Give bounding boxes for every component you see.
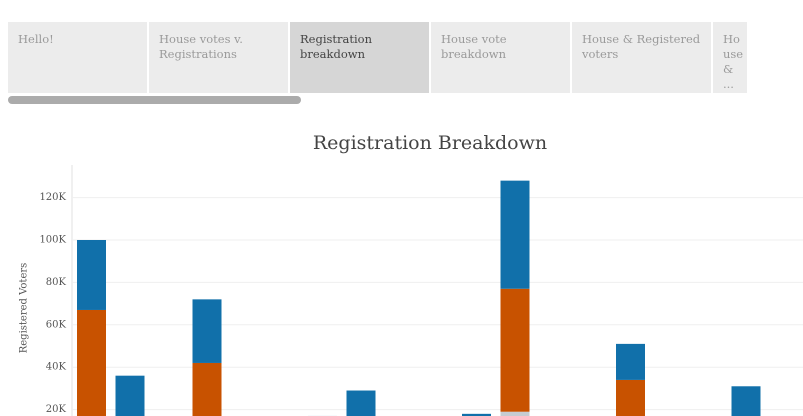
bar-segment bbox=[500, 180, 530, 289]
bar-segment bbox=[616, 343, 645, 380]
tab[interactable]: House & Registered voters bbox=[572, 22, 713, 93]
y-axis-label: Registered Voters bbox=[19, 263, 30, 354]
bar-segment bbox=[731, 386, 761, 416]
bar-segment bbox=[192, 362, 222, 416]
bar-segment bbox=[500, 288, 530, 412]
scrollbar[interactable] bbox=[8, 96, 301, 104]
bar-segment bbox=[500, 411, 530, 416]
tab-selected[interactable]: Registration breakdown bbox=[290, 22, 431, 93]
tab[interactable]: House vote breakdown bbox=[431, 22, 572, 93]
bar-segment bbox=[462, 413, 491, 416]
bar-segment bbox=[77, 309, 106, 416]
bar-segment bbox=[115, 375, 145, 416]
y-tick-label: 120K bbox=[39, 192, 66, 203]
bar-segment bbox=[616, 379, 645, 416]
y-tick-label: 20K bbox=[46, 404, 67, 415]
bar-segment bbox=[192, 299, 222, 363]
tab[interactable]: Hello! bbox=[8, 22, 149, 93]
y-tick-label: 100K bbox=[39, 235, 66, 246]
tab[interactable]: House votes v. Registrations bbox=[149, 22, 290, 93]
bar-segment bbox=[346, 390, 376, 416]
tab-bar: Hello! House votes v. Registrations Regi… bbox=[8, 22, 749, 93]
y-tick-label: 40K bbox=[46, 362, 67, 373]
tab[interactable]: Ho use & ... bbox=[713, 22, 749, 93]
chart-title: Registration Breakdown bbox=[313, 132, 547, 154]
y-tick-label: 80K bbox=[46, 277, 67, 288]
bar-segment bbox=[77, 240, 106, 310]
y-tick-label: 60K bbox=[46, 319, 67, 330]
